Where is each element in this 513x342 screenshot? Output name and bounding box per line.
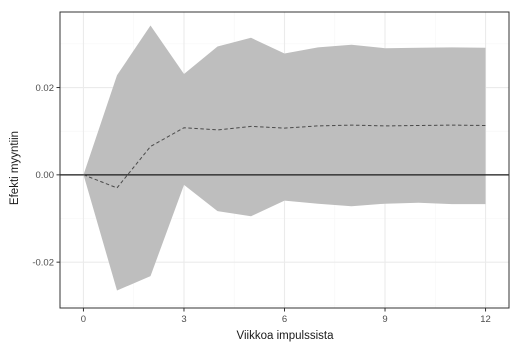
x-tick-label: 6 (282, 314, 287, 325)
y-tick-label: 0.02 (36, 83, 55, 94)
impulse-response-line (83, 124, 486, 189)
chart-marks (60, 25, 509, 291)
x-tick-label: 9 (382, 314, 387, 325)
y-axis-title: Efekti myyntiin (9, 131, 21, 205)
x-tick-label: 3 (181, 314, 186, 325)
confidence-band (83, 25, 486, 291)
y-tick-label: -0.02 (32, 258, 54, 269)
y-tick-label: 0.00 (36, 170, 55, 181)
x-axis-title: Viikkoa impulssista (237, 330, 335, 342)
x-tick-label: 0 (81, 314, 86, 325)
chart-axes: 0 3 6 9 12 -0.02 0.00 0.02 (32, 11, 510, 325)
x-tick-label: 12 (480, 314, 491, 325)
